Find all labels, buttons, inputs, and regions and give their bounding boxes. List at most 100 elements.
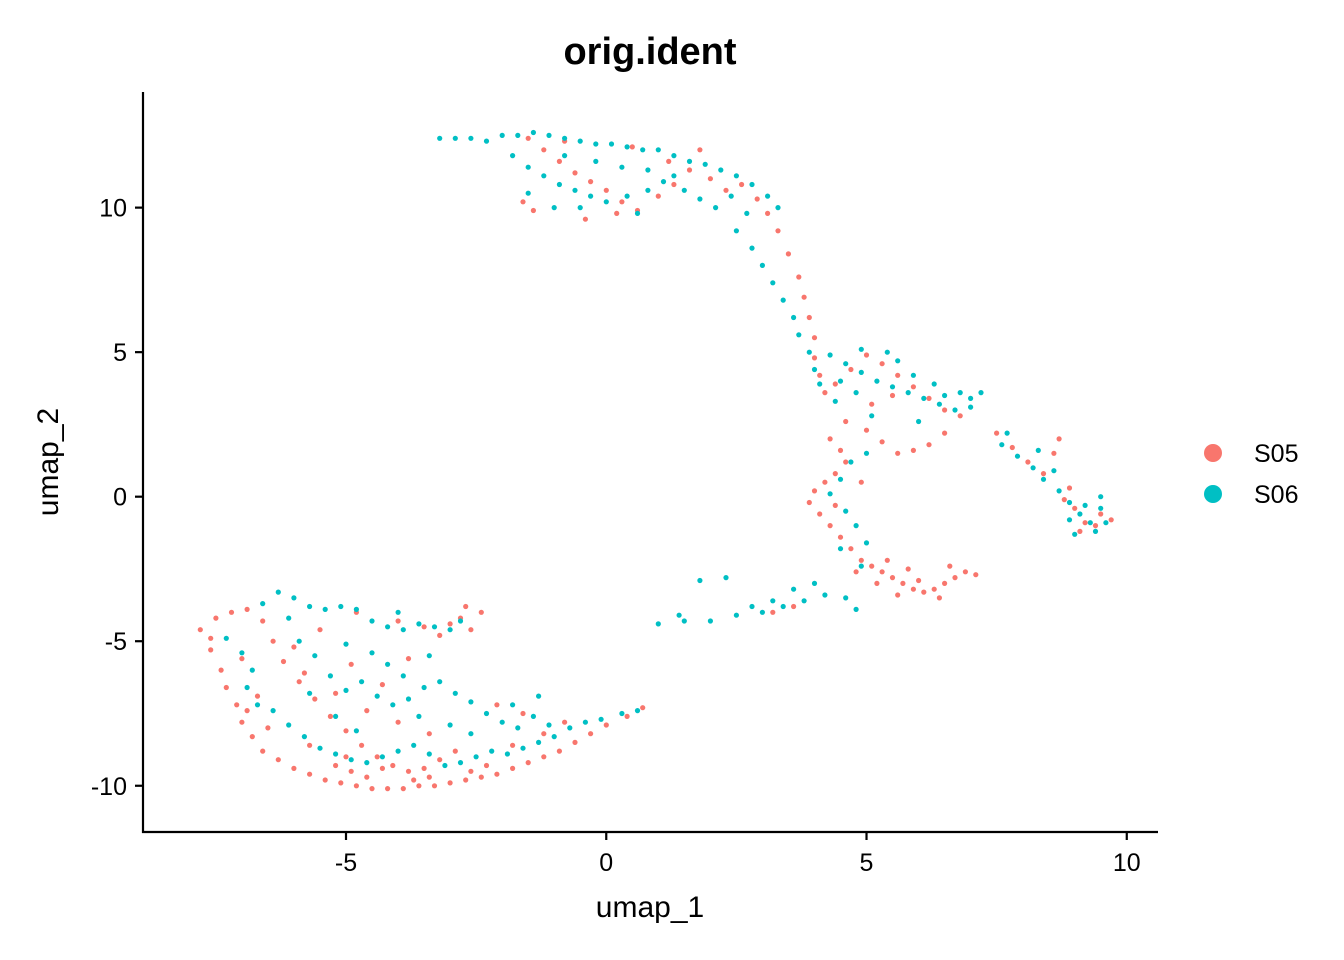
point-S06-184	[634, 708, 641, 714]
point-S05-67	[301, 670, 307, 676]
point-S05-176	[1051, 450, 1057, 456]
point-S05-79	[348, 661, 354, 667]
point-S05-138	[827, 523, 833, 529]
point-S05-38	[296, 679, 302, 685]
point-S06-26	[556, 181, 563, 188]
point-S06-65	[952, 407, 958, 413]
point-S06-30	[624, 193, 630, 199]
point-S06-167	[364, 760, 370, 766]
point-S06-183	[619, 710, 625, 717]
point-S06-168	[379, 754, 385, 760]
point-S05-157	[895, 592, 901, 598]
point-S06-0	[437, 135, 443, 141]
point-S05-14	[369, 786, 375, 792]
point-S05-10	[307, 771, 313, 777]
point-S05-63	[395, 618, 401, 624]
point-S05-34	[244, 606, 250, 613]
point-S06-156	[483, 710, 490, 717]
point-S06-147	[343, 687, 349, 694]
point-S06-79	[931, 381, 937, 387]
x-ticks: -5 0 5 10	[335, 832, 1141, 877]
point-S06-192	[468, 731, 474, 737]
point-S06-117	[853, 606, 859, 613]
point-S06-109	[681, 618, 687, 624]
point-S05-167	[869, 401, 875, 407]
point-S06-170	[411, 742, 417, 748]
point-S05-119	[817, 372, 823, 378]
point-S06-163	[301, 734, 307, 740]
point-S06-78	[895, 358, 901, 364]
point-S05-61	[463, 603, 469, 610]
point-S05-27	[572, 739, 578, 746]
point-S06-1	[452, 135, 458, 141]
point-S05-71	[426, 731, 432, 737]
point-S05-168	[889, 392, 896, 399]
point-S06-63	[921, 395, 927, 401]
point-S06-67	[978, 390, 984, 396]
point-S05-94	[619, 199, 625, 205]
point-S06-177	[520, 745, 526, 751]
series-S06	[223, 129, 1109, 769]
point-S06-89	[837, 546, 844, 552]
point-S05-24	[525, 760, 531, 766]
point-S06-187	[307, 690, 313, 696]
point-S05-88	[525, 135, 531, 141]
point-S05-62	[421, 624, 427, 630]
point-S05-7	[260, 748, 266, 754]
point-S06-176	[504, 751, 510, 757]
point-S06-50	[770, 280, 776, 286]
point-S06-104	[1098, 494, 1104, 500]
point-S06-51	[780, 297, 786, 303]
point-S06-150	[390, 702, 396, 708]
point-S05-134	[822, 479, 828, 485]
point-S06-149	[374, 693, 380, 699]
point-S05-70	[395, 719, 401, 725]
point-S06-158	[515, 725, 521, 731]
point-S06-114	[801, 598, 807, 604]
point-S05-86	[343, 754, 349, 760]
point-S06-42	[645, 167, 651, 173]
legend-key-S05	[1204, 444, 1222, 462]
legend-label-S06: S06	[1254, 481, 1298, 509]
point-S06-107	[1004, 430, 1010, 436]
point-S06-3	[483, 138, 490, 144]
point-S06-108	[655, 621, 661, 627]
point-S05-56	[447, 621, 453, 627]
point-S06-129	[275, 589, 281, 595]
point-S06-17	[702, 161, 708, 167]
point-S05-173	[1009, 444, 1015, 451]
point-S06-45	[728, 193, 734, 199]
x-tick-label: 10	[1113, 849, 1141, 877]
point-S06-110	[707, 618, 714, 624]
point-S05-106	[582, 216, 589, 222]
point-S05-84	[265, 725, 271, 731]
point-S06-46	[744, 210, 750, 216]
point-S05-133	[832, 471, 838, 477]
point-S06-178	[536, 739, 542, 746]
point-S05-184	[1077, 528, 1083, 535]
point-S06-5	[515, 132, 521, 138]
point-S06-93	[1040, 476, 1047, 482]
point-S06-81	[863, 450, 870, 456]
point-S05-55	[483, 762, 490, 769]
point-S05-44	[390, 762, 396, 769]
point-S05-92	[588, 179, 594, 185]
point-S05-175	[1040, 471, 1047, 477]
point-S05-124	[879, 361, 885, 367]
y-tick-label: -10	[91, 773, 127, 801]
point-S05-139	[837, 534, 844, 540]
point-S05-102	[754, 196, 760, 202]
point-S05-83	[208, 635, 214, 641]
point-S06-162	[286, 722, 292, 728]
point-S05-127	[926, 395, 932, 401]
point-S06-58	[843, 361, 849, 367]
point-S06-172	[442, 762, 448, 769]
point-S06-111	[733, 612, 740, 618]
series-S05	[197, 135, 1114, 792]
point-S06-71	[884, 349, 890, 355]
point-S06-53	[796, 332, 802, 338]
point-S05-51	[333, 762, 339, 769]
point-S05-128	[942, 407, 948, 413]
point-S05-31	[640, 705, 646, 711]
